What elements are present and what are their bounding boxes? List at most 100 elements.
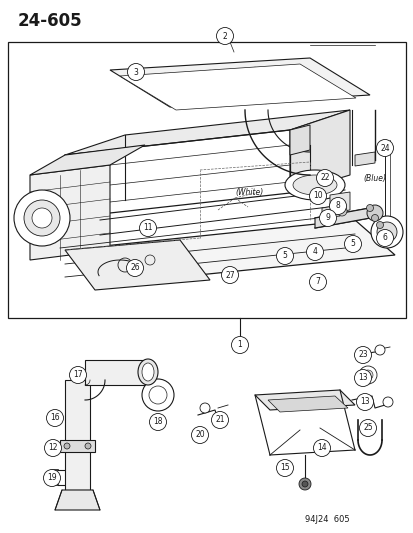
Circle shape bbox=[354, 346, 370, 364]
Circle shape bbox=[375, 222, 382, 229]
Polygon shape bbox=[120, 64, 355, 110]
Circle shape bbox=[358, 419, 375, 437]
Polygon shape bbox=[65, 240, 209, 290]
Polygon shape bbox=[314, 208, 369, 228]
Text: 26: 26 bbox=[130, 263, 140, 272]
Circle shape bbox=[316, 169, 333, 187]
Circle shape bbox=[126, 260, 143, 277]
Text: 6: 6 bbox=[382, 233, 387, 243]
Text: 22: 22 bbox=[320, 174, 329, 182]
Text: 24: 24 bbox=[379, 143, 389, 152]
Polygon shape bbox=[8, 42, 405, 318]
Text: 24-605: 24-605 bbox=[18, 12, 83, 30]
Text: 13: 13 bbox=[359, 398, 369, 407]
Circle shape bbox=[306, 244, 323, 261]
Circle shape bbox=[139, 220, 156, 237]
Circle shape bbox=[14, 190, 70, 246]
Text: (White): (White) bbox=[235, 188, 263, 197]
Text: 16: 16 bbox=[50, 414, 59, 423]
Text: 1: 1 bbox=[237, 341, 242, 350]
Ellipse shape bbox=[292, 175, 336, 195]
Circle shape bbox=[358, 366, 376, 384]
Circle shape bbox=[313, 440, 330, 456]
Polygon shape bbox=[289, 125, 309, 155]
Circle shape bbox=[46, 409, 63, 426]
Circle shape bbox=[64, 443, 70, 449]
Ellipse shape bbox=[138, 359, 158, 385]
Text: 21: 21 bbox=[215, 416, 224, 424]
Polygon shape bbox=[321, 205, 339, 218]
Text: 10: 10 bbox=[312, 191, 322, 200]
Ellipse shape bbox=[284, 170, 344, 200]
Circle shape bbox=[69, 367, 86, 384]
Circle shape bbox=[199, 403, 209, 413]
Circle shape bbox=[32, 208, 52, 228]
Circle shape bbox=[319, 209, 336, 227]
Ellipse shape bbox=[142, 363, 154, 381]
Circle shape bbox=[362, 370, 372, 380]
Text: 20: 20 bbox=[195, 431, 204, 440]
Circle shape bbox=[366, 205, 382, 221]
Text: 94J24  605: 94J24 605 bbox=[304, 515, 349, 524]
Circle shape bbox=[191, 426, 208, 443]
Circle shape bbox=[370, 214, 377, 222]
Circle shape bbox=[221, 266, 238, 284]
Text: 12: 12 bbox=[48, 443, 57, 453]
Text: 5: 5 bbox=[282, 252, 287, 261]
Polygon shape bbox=[85, 360, 145, 385]
Polygon shape bbox=[55, 490, 100, 510]
Circle shape bbox=[329, 198, 346, 214]
Text: 9: 9 bbox=[325, 214, 330, 222]
Circle shape bbox=[366, 205, 373, 212]
Circle shape bbox=[375, 140, 392, 157]
Text: 4: 4 bbox=[312, 247, 317, 256]
Circle shape bbox=[382, 397, 392, 407]
Polygon shape bbox=[289, 110, 349, 193]
Text: 19: 19 bbox=[47, 473, 57, 482]
Text: 23: 23 bbox=[357, 351, 367, 359]
Polygon shape bbox=[30, 165, 110, 260]
Circle shape bbox=[24, 200, 60, 236]
Circle shape bbox=[276, 459, 293, 477]
Text: 14: 14 bbox=[316, 443, 326, 453]
Circle shape bbox=[149, 386, 166, 404]
Circle shape bbox=[336, 206, 346, 216]
Text: 3: 3 bbox=[133, 68, 138, 77]
Circle shape bbox=[149, 414, 166, 431]
Polygon shape bbox=[329, 192, 349, 213]
Text: 8: 8 bbox=[335, 201, 339, 211]
Circle shape bbox=[309, 273, 326, 290]
Text: 18: 18 bbox=[153, 417, 162, 426]
Polygon shape bbox=[65, 220, 394, 285]
Circle shape bbox=[43, 470, 60, 487]
Polygon shape bbox=[254, 390, 354, 410]
Circle shape bbox=[309, 188, 326, 205]
Circle shape bbox=[375, 230, 392, 246]
Text: 5: 5 bbox=[350, 239, 355, 248]
Text: 27: 27 bbox=[225, 271, 234, 279]
Circle shape bbox=[301, 481, 307, 487]
Text: (Blue): (Blue) bbox=[362, 174, 385, 182]
Text: 7: 7 bbox=[315, 278, 320, 287]
Circle shape bbox=[216, 28, 233, 44]
Circle shape bbox=[44, 440, 62, 456]
Polygon shape bbox=[65, 110, 349, 155]
Polygon shape bbox=[65, 380, 90, 490]
Circle shape bbox=[370, 216, 402, 248]
Polygon shape bbox=[267, 396, 347, 412]
Text: 17: 17 bbox=[73, 370, 83, 379]
Text: 15: 15 bbox=[280, 464, 289, 472]
Circle shape bbox=[211, 411, 228, 429]
Circle shape bbox=[356, 393, 373, 410]
Circle shape bbox=[298, 478, 310, 490]
Text: 25: 25 bbox=[362, 424, 372, 432]
Circle shape bbox=[85, 443, 91, 449]
Polygon shape bbox=[60, 440, 95, 452]
Polygon shape bbox=[354, 152, 374, 166]
Text: 2: 2 bbox=[222, 31, 227, 41]
Circle shape bbox=[127, 63, 144, 80]
Text: 13: 13 bbox=[357, 374, 367, 383]
Circle shape bbox=[354, 369, 370, 386]
Text: 11: 11 bbox=[143, 223, 152, 232]
Circle shape bbox=[276, 247, 293, 264]
